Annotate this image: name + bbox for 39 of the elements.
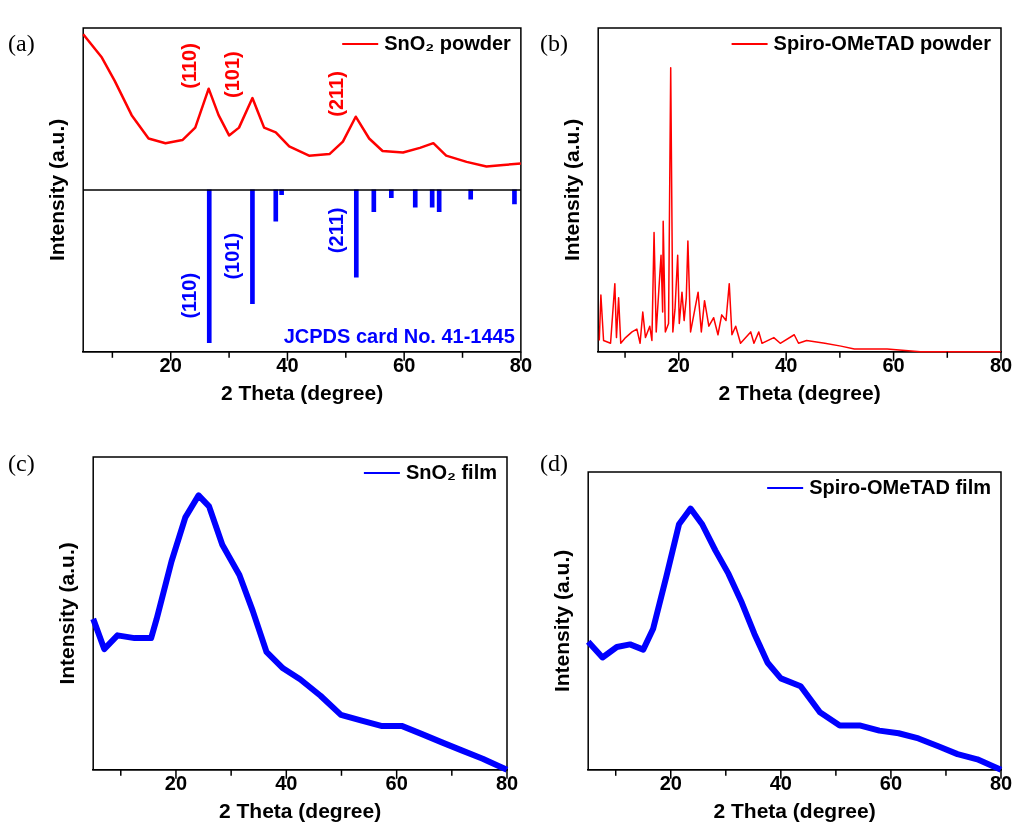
x-axis-title: 2 Theta (degree) <box>718 381 881 405</box>
x-tick-label: 80 <box>989 772 1013 795</box>
x-tick-label: 40 <box>275 772 298 795</box>
x-tick-label: 20 <box>659 772 682 795</box>
annotation: (211) <box>324 71 347 117</box>
x-axis-title: 2 Theta (degree) <box>220 381 384 405</box>
x-tick-label: 40 <box>769 772 792 795</box>
x-tick-label: 80 <box>989 354 1013 377</box>
y-axis-title: Intensity (a.u.) <box>550 549 574 693</box>
x-tick-label: 40 <box>775 354 798 377</box>
x-tick-label: 60 <box>879 772 903 795</box>
y-axis-title: Intensity (a.u.) <box>45 118 69 262</box>
x-tick-label: 80 <box>495 772 519 795</box>
x-axis-title: 2 Theta (degree) <box>713 799 876 823</box>
y-axis-title: Intensity (a.u.) <box>560 118 584 262</box>
annotation: (101) <box>220 232 243 280</box>
legend-label: SnO₂ powder <box>384 31 512 54</box>
x-tick-label: 60 <box>882 354 905 377</box>
legend-label: Spiro-OMeTAD film <box>809 475 992 498</box>
text: (d) <box>540 450 568 477</box>
x-tick-label: 60 <box>393 354 416 377</box>
legend-label: SnO₂ film <box>405 460 498 483</box>
text: (b) <box>540 30 568 57</box>
annotation: (211) <box>324 207 347 254</box>
x-tick-label: 80 <box>509 354 532 377</box>
x-tick-label: 20 <box>164 772 188 795</box>
series-label: JCPDS card No. 41-1445 <box>283 325 515 348</box>
x-tick-label: 40 <box>276 354 299 377</box>
annotation: (110) <box>177 272 200 319</box>
x-tick-label: 20 <box>159 354 182 377</box>
text: (c) <box>8 450 35 477</box>
y-axis-title: Intensity (a.u.) <box>55 542 79 685</box>
x-axis-title: 2 Theta (degree) <box>218 799 382 823</box>
annotation: (101) <box>220 51 243 99</box>
annotation: (110) <box>177 43 200 89</box>
x-tick-label: 60 <box>385 772 408 795</box>
x-tick-label: 20 <box>667 354 690 377</box>
legend-label: Spiro-OMeTAD powder <box>773 31 992 54</box>
text: (a) <box>8 30 35 57</box>
